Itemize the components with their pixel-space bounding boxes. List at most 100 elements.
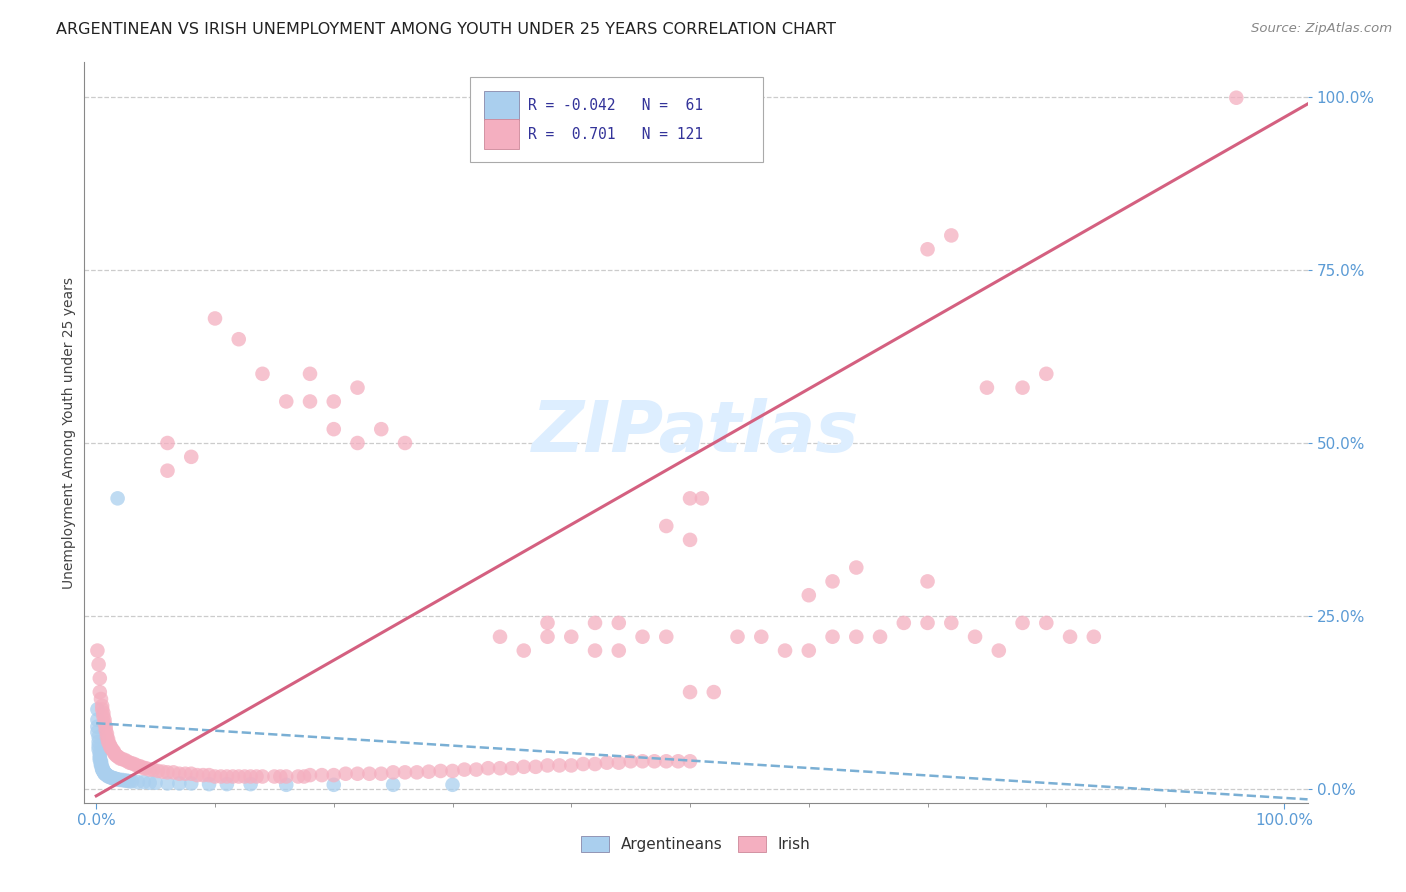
Point <box>893 615 915 630</box>
Point <box>1011 615 1033 630</box>
Point <box>114 773 136 788</box>
Point <box>174 766 197 780</box>
Point <box>228 770 250 784</box>
Point <box>108 772 131 787</box>
Point <box>524 760 547 774</box>
Point <box>128 759 150 773</box>
Point <box>98 737 121 751</box>
Point <box>394 436 416 450</box>
Point <box>655 630 678 644</box>
Point <box>101 771 124 785</box>
Point <box>477 761 499 775</box>
Point <box>89 671 111 685</box>
Point <box>845 560 868 574</box>
Point <box>287 770 309 784</box>
Text: Source: ZipAtlas.com: Source: ZipAtlas.com <box>1251 22 1392 36</box>
Point <box>86 702 108 716</box>
Point <box>121 774 143 789</box>
Point <box>749 630 772 644</box>
Point <box>91 761 114 775</box>
Point <box>87 735 110 749</box>
Point <box>93 764 115 778</box>
Point <box>298 367 321 381</box>
Point <box>513 760 536 774</box>
Point <box>138 776 160 790</box>
Point <box>93 716 115 731</box>
Point <box>104 772 127 786</box>
Point <box>1059 630 1081 644</box>
Point <box>145 776 167 790</box>
Point <box>501 761 523 775</box>
Point <box>89 748 111 763</box>
Point <box>89 746 111 760</box>
Point <box>103 772 125 786</box>
Point <box>465 763 488 777</box>
Point <box>536 758 558 772</box>
Point <box>821 574 844 589</box>
Point <box>560 758 582 772</box>
Point <box>121 756 143 771</box>
Point <box>252 367 274 381</box>
Point <box>536 615 558 630</box>
Point <box>191 768 214 782</box>
Point <box>169 776 191 790</box>
Point <box>489 630 512 644</box>
Point <box>91 698 114 713</box>
Point <box>620 754 643 768</box>
Point <box>93 765 115 780</box>
Point <box>311 768 333 782</box>
Point <box>489 761 512 775</box>
Point <box>359 766 381 780</box>
Point <box>105 772 128 787</box>
Point <box>101 743 124 757</box>
Point <box>146 764 169 778</box>
FancyBboxPatch shape <box>484 91 519 120</box>
Point <box>118 774 141 789</box>
Point <box>548 758 571 772</box>
Point <box>209 770 232 784</box>
Point <box>228 332 250 346</box>
Point <box>93 764 115 779</box>
Point <box>152 764 174 779</box>
Point <box>429 764 451 778</box>
Point <box>298 394 321 409</box>
Point <box>394 765 416 780</box>
Point <box>1011 381 1033 395</box>
Point <box>135 761 157 775</box>
Point <box>690 491 713 506</box>
Point <box>276 394 298 409</box>
Point <box>97 735 120 749</box>
Point <box>104 747 127 762</box>
Point <box>917 242 939 256</box>
Point <box>87 739 110 753</box>
Point <box>131 760 153 774</box>
Point <box>93 766 115 780</box>
Point <box>162 765 184 780</box>
Point <box>86 643 108 657</box>
Point <box>252 770 274 784</box>
Point <box>98 770 121 784</box>
Point <box>90 754 112 768</box>
Point <box>100 740 122 755</box>
Point <box>100 739 122 753</box>
Text: R = -0.042   N =  61: R = -0.042 N = 61 <box>529 98 703 113</box>
Point <box>93 713 115 727</box>
Point <box>335 766 357 780</box>
Point <box>322 422 344 436</box>
Point <box>631 630 654 644</box>
Point <box>276 770 298 784</box>
Point <box>263 770 285 784</box>
Point <box>917 615 939 630</box>
Point <box>103 745 125 759</box>
Point <box>222 770 245 784</box>
Point <box>94 720 117 734</box>
Point <box>97 770 120 784</box>
Point <box>322 778 344 792</box>
Point <box>536 630 558 644</box>
Point <box>643 754 665 768</box>
Point <box>382 778 405 792</box>
Point <box>679 533 702 547</box>
Point <box>107 491 129 506</box>
Point <box>132 775 155 789</box>
Point <box>93 766 115 780</box>
